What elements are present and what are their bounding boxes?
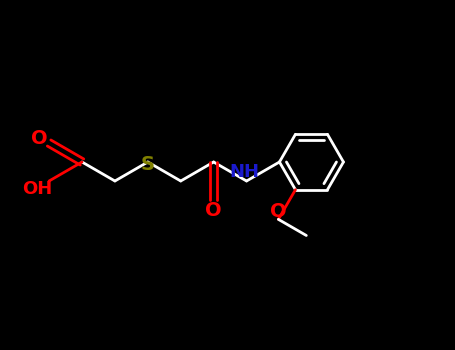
- Text: S: S: [141, 155, 155, 175]
- Text: O: O: [205, 201, 222, 219]
- Text: NH: NH: [229, 163, 259, 181]
- Text: O: O: [270, 202, 287, 221]
- Text: OH: OH: [22, 180, 52, 198]
- Text: O: O: [31, 130, 47, 148]
